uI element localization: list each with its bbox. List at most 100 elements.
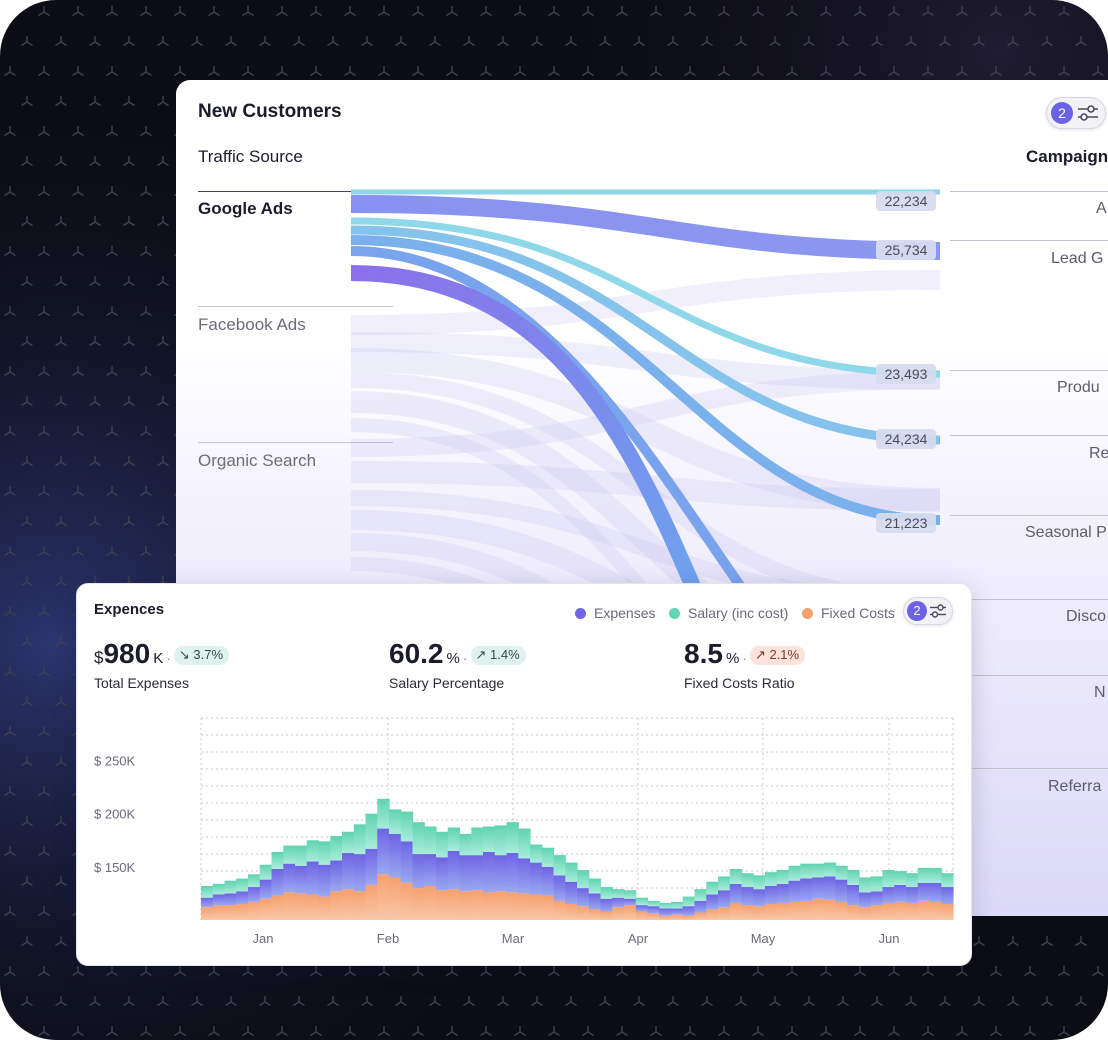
tri-mark bbox=[310, 6, 322, 17]
flow-value-label: 25,734 bbox=[885, 242, 928, 258]
tri-mark bbox=[157, 36, 169, 47]
bar-segment bbox=[330, 860, 343, 892]
tri-mark bbox=[21, 996, 33, 1007]
filter-button[interactable]: 2 bbox=[903, 597, 953, 625]
tri-mark bbox=[4, 606, 16, 617]
tri-mark bbox=[1041, 36, 1053, 47]
bar-segment bbox=[201, 897, 214, 908]
kpi-separator: · bbox=[166, 650, 171, 666]
tri-mark bbox=[55, 336, 67, 347]
kpi-prefix: $ bbox=[94, 648, 104, 667]
tri-mark bbox=[1007, 936, 1019, 947]
bar-segment bbox=[788, 901, 801, 920]
tri-mark bbox=[531, 996, 543, 1007]
flow-value-label: 21,223 bbox=[885, 515, 928, 531]
tri-mark bbox=[973, 996, 985, 1007]
tri-mark bbox=[650, 66, 662, 77]
tri-mark bbox=[21, 696, 33, 707]
tri-mark bbox=[106, 426, 118, 437]
campaign-label[interactable]: Disco bbox=[1066, 608, 1107, 625]
campaign-label[interactable]: N bbox=[1094, 684, 1106, 701]
tri-mark bbox=[718, 6, 730, 17]
tri-mark bbox=[72, 126, 84, 137]
tri-mark bbox=[429, 36, 441, 47]
bar-segment bbox=[694, 900, 707, 913]
tri-mark bbox=[157, 156, 169, 167]
tri-mark bbox=[55, 36, 67, 47]
bar-segment bbox=[859, 877, 872, 893]
bar-segment bbox=[248, 874, 261, 888]
bar-segment bbox=[765, 872, 778, 886]
campaign-label[interactable]: Re bbox=[1089, 445, 1108, 462]
bar-segment bbox=[776, 883, 790, 903]
source-google-ads[interactable]: Google Ads bbox=[198, 199, 293, 218]
tri-mark bbox=[1075, 36, 1087, 47]
bar-segment bbox=[788, 880, 801, 902]
campaign-label[interactable]: Referra bbox=[1048, 778, 1102, 795]
source-organic-search[interactable]: Organic Search bbox=[198, 451, 317, 470]
bar-segment bbox=[306, 861, 320, 895]
bar-segment bbox=[624, 905, 637, 920]
bar-segment bbox=[706, 894, 719, 910]
bar-segment bbox=[424, 854, 437, 886]
bar-segment bbox=[295, 865, 308, 894]
tri-mark bbox=[650, 966, 662, 977]
bar-segment bbox=[365, 848, 378, 885]
flow-value-label: 24,234 bbox=[885, 431, 928, 447]
tri-mark bbox=[1041, 996, 1053, 1007]
tri-mark bbox=[89, 516, 101, 527]
campaign-label[interactable]: Lead G bbox=[1051, 250, 1104, 267]
bar-segment bbox=[541, 866, 555, 896]
bar-segment bbox=[894, 884, 907, 902]
tri-mark bbox=[242, 1026, 254, 1037]
bar-segment bbox=[917, 882, 931, 901]
bar-segment bbox=[741, 873, 754, 888]
tri-mark bbox=[752, 66, 764, 77]
tri-mark bbox=[820, 966, 832, 977]
filter-button[interactable]: 2 bbox=[1046, 97, 1106, 129]
tri-mark bbox=[89, 336, 101, 347]
bar-segment bbox=[342, 853, 355, 890]
tri-mark bbox=[888, 6, 900, 17]
tri-mark bbox=[55, 696, 67, 707]
source-facebook-ads[interactable]: Facebook Ads bbox=[198, 315, 306, 334]
tri-mark bbox=[89, 456, 101, 467]
tri-mark bbox=[123, 216, 135, 227]
bar-segment bbox=[248, 901, 261, 920]
bar-segment bbox=[882, 902, 895, 920]
bar-segment bbox=[306, 894, 320, 920]
tri-mark bbox=[72, 546, 84, 557]
bar-segment bbox=[330, 891, 343, 920]
legend-item-salary[interactable]: Salary (inc cost) bbox=[669, 605, 788, 621]
tri-mark bbox=[140, 246, 152, 257]
bar-segment bbox=[530, 862, 543, 895]
bar-segment bbox=[436, 831, 449, 858]
bar-segment bbox=[459, 891, 472, 920]
bar-segment bbox=[271, 895, 284, 920]
campaign-label[interactable]: A bbox=[1096, 200, 1107, 217]
tri-mark bbox=[565, 36, 577, 47]
sankey-node bbox=[933, 189, 940, 195]
bar-segment bbox=[835, 865, 848, 880]
tri-mark bbox=[1024, 1026, 1036, 1037]
kpi-separator: · bbox=[462, 650, 468, 666]
bar-segment bbox=[823, 862, 837, 877]
legend-item-expenses[interactable]: Expenses bbox=[575, 605, 655, 621]
bar-segment bbox=[553, 855, 566, 876]
campaign-label[interactable]: Produ bbox=[1057, 379, 1100, 396]
tri-mark bbox=[4, 1026, 16, 1037]
tri-mark bbox=[327, 36, 339, 47]
legend-item-fixed-costs[interactable]: Fixed Costs bbox=[802, 605, 895, 621]
tri-mark bbox=[1075, 996, 1087, 1007]
bar-segment bbox=[377, 798, 390, 829]
tri-mark bbox=[21, 936, 33, 947]
tri-mark bbox=[123, 996, 135, 1007]
tri-mark bbox=[293, 996, 305, 1007]
tri-mark bbox=[1058, 66, 1070, 77]
tri-mark bbox=[276, 966, 288, 977]
bar-segment bbox=[389, 833, 402, 878]
bar-segment bbox=[800, 878, 813, 901]
tri-mark bbox=[72, 306, 84, 317]
campaign-label[interactable]: Seasonal P bbox=[1025, 524, 1107, 541]
tri-mark bbox=[4, 906, 16, 917]
